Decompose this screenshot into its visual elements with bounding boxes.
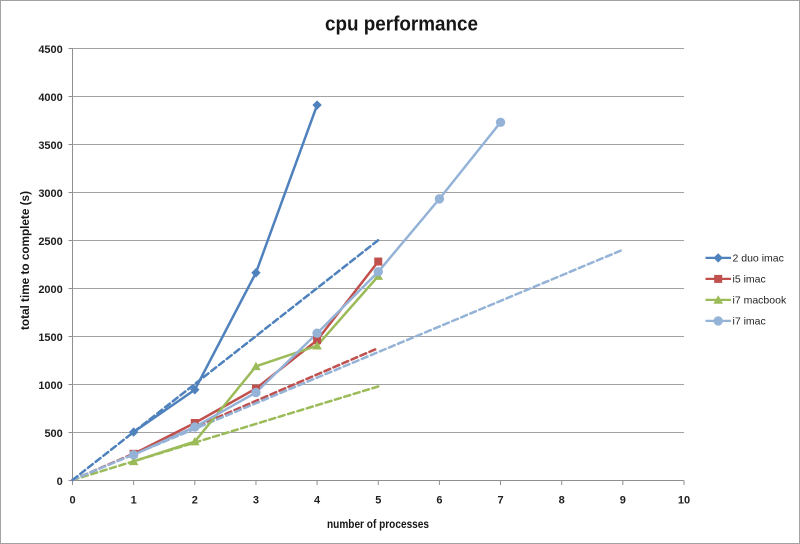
svg-text:7: 7	[497, 495, 503, 507]
svg-text:number of processes: number of processes	[327, 517, 429, 531]
svg-text:1500: 1500	[38, 332, 62, 344]
svg-text:4000: 4000	[38, 92, 62, 104]
svg-text:1: 1	[131, 495, 137, 507]
svg-text:cpu performance: cpu performance	[325, 14, 478, 36]
svg-text:3000: 3000	[38, 188, 62, 200]
svg-text:2000: 2000	[38, 284, 62, 296]
svg-text:3: 3	[253, 495, 259, 507]
svg-text:i7 imac: i7 imac	[733, 316, 766, 328]
svg-text:i5 imac: i5 imac	[733, 274, 766, 286]
svg-text:500: 500	[44, 428, 62, 440]
svg-text:5: 5	[375, 495, 381, 507]
svg-text:10: 10	[678, 495, 690, 507]
svg-text:0: 0	[69, 495, 75, 507]
svg-text:6: 6	[436, 495, 442, 507]
svg-text:2 duo imac: 2 duo imac	[733, 253, 784, 265]
svg-text:1000: 1000	[38, 380, 62, 392]
svg-text:8: 8	[559, 495, 565, 507]
svg-text:0: 0	[57, 476, 63, 488]
svg-text:9: 9	[620, 495, 626, 507]
svg-text:2: 2	[192, 495, 198, 507]
svg-text:4500: 4500	[38, 44, 62, 56]
svg-text:i7 macbook: i7 macbook	[733, 295, 787, 307]
svg-text:total time to complete (s): total time to complete (s)	[18, 191, 32, 330]
svg-text:4: 4	[314, 495, 321, 507]
svg-text:3500: 3500	[38, 140, 62, 152]
svg-text:2500: 2500	[38, 236, 62, 248]
